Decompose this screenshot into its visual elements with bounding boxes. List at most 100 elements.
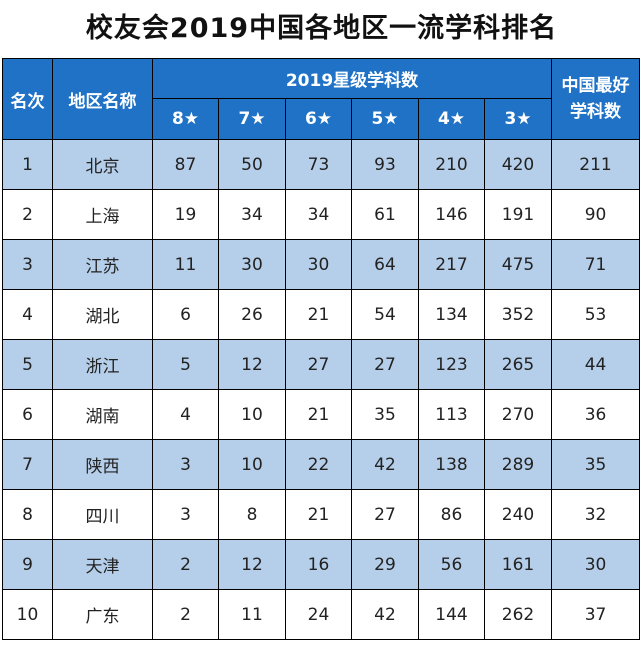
table-row: 7 陕西 3 10 22 42 138 289 35	[2, 439, 641, 490]
table-row: 10 广东 2 11 24 42 144 262 37	[2, 589, 641, 640]
cell-star-8: 2	[152, 589, 219, 640]
table-row: 5 浙江 5 12 27 27 123 265 44	[2, 339, 641, 390]
cell-star-8: 4	[152, 389, 219, 440]
cell-star-3: 262	[483, 589, 553, 640]
header-row-stars: 8★ 7★ 6★ 5★ 4★ 3★	[3, 98, 640, 140]
cell-region: 北京	[52, 139, 153, 190]
cell-rank: 2	[2, 189, 53, 240]
cell-star-5: 42	[351, 439, 419, 490]
cell-star-7: 30	[218, 239, 286, 290]
header-star-8: 8★	[152, 98, 219, 140]
cell-star-8: 19	[152, 189, 219, 240]
cell-best: 37	[551, 589, 641, 640]
header-best-disciplines: 中国最好 学科数	[551, 58, 641, 140]
cell-best: 211	[551, 139, 641, 190]
cell-star-8: 87	[152, 139, 219, 190]
cell-star-5: 35	[351, 389, 419, 440]
cell-rank: 10	[2, 589, 53, 640]
cell-best: 30	[551, 539, 641, 590]
cell-star-4: 210	[418, 139, 485, 190]
cell-rank: 4	[2, 289, 53, 340]
cell-star-5: 27	[351, 489, 419, 540]
cell-star-5: 93	[351, 139, 419, 190]
cell-region: 上海	[52, 189, 153, 240]
cell-rank: 9	[2, 539, 53, 590]
cell-star-7: 12	[218, 339, 286, 390]
cell-star-6: 27	[285, 339, 352, 390]
header-best-line2: 学科数	[570, 102, 622, 122]
cell-star-7: 8	[218, 489, 286, 540]
cell-star-3: 352	[483, 289, 553, 340]
table-row: 2 上海 19 34 34 61 146 191 90	[2, 189, 641, 240]
cell-rank: 5	[2, 339, 53, 390]
cell-star-6: 24	[285, 589, 352, 640]
cell-star-3: 240	[483, 489, 553, 540]
header-star-group: 2019星级学科数	[151, 58, 553, 99]
header-star-6: 6★	[285, 98, 352, 140]
cell-star-7: 10	[218, 439, 286, 490]
cell-star-8: 11	[152, 239, 219, 290]
cell-rank: 3	[2, 239, 53, 290]
cell-star-5: 29	[351, 539, 419, 590]
cell-star-7: 11	[218, 589, 286, 640]
cell-star-7: 12	[218, 539, 286, 590]
cell-star-3: 265	[483, 339, 553, 390]
cell-star-7: 26	[218, 289, 286, 340]
cell-star-5: 42	[351, 589, 419, 640]
cell-star-4: 56	[418, 539, 485, 590]
page-title: 校友会2019中国各地区一流学科排名	[85, 13, 558, 44]
cell-region: 江苏	[52, 239, 153, 290]
cell-star-6: 21	[285, 489, 352, 540]
header-region: 地区名称	[52, 58, 153, 140]
cell-star-6: 30	[285, 239, 352, 290]
cell-star-4: 144	[418, 589, 485, 640]
cell-star-4: 146	[418, 189, 485, 240]
header-best-line1: 中国最好	[561, 76, 630, 96]
cell-star-6: 21	[285, 389, 352, 440]
cell-star-7: 50	[218, 139, 286, 190]
cell-star-8: 5	[152, 339, 219, 390]
cell-star-6: 21	[285, 289, 352, 340]
cell-star-5: 64	[351, 239, 419, 290]
table-row: 8 四川 3 8 21 27 86 240 32	[2, 489, 641, 540]
cell-star-8: 6	[152, 289, 219, 340]
cell-star-3: 270	[483, 389, 553, 440]
cell-star-3: 191	[483, 189, 553, 240]
cell-best: 90	[551, 189, 641, 240]
table-row: 3 江苏 11 30 30 64 217 475 71	[2, 239, 641, 290]
table-row: 9 天津 2 12 16 29 56 161 30	[2, 539, 641, 590]
cell-region: 湖南	[52, 389, 153, 440]
cell-star-7: 34	[218, 189, 286, 240]
cell-rank: 8	[2, 489, 53, 540]
header-star-7: 7★	[218, 98, 286, 140]
cell-star-5: 27	[351, 339, 419, 390]
cell-region: 湖北	[52, 289, 153, 340]
cell-star-4: 138	[418, 439, 485, 490]
ranking-table: 名次 地区名称 2019星级学科数 中国最好学科数 8★ 7★ 6★ 5★ 4★…	[2, 58, 641, 640]
cell-rank: 6	[2, 389, 53, 440]
table-row: 6 湖南 4 10 21 35 113 270 36	[2, 389, 641, 440]
cell-star-6: 73	[285, 139, 352, 190]
cell-star-4: 86	[418, 489, 485, 540]
cell-region: 天津	[52, 539, 153, 590]
cell-star-6: 16	[285, 539, 352, 590]
cell-star-3: 420	[483, 139, 553, 190]
table-row: 4 湖北 6 26 21 54 134 352 53	[2, 289, 641, 340]
header-row-top: 名次 地区名称 2019星级学科数 中国最好学科数	[2, 58, 641, 140]
cell-star-8: 3	[152, 489, 219, 540]
header-rank: 名次	[2, 58, 53, 140]
header-star-5: 5★	[351, 98, 419, 140]
cell-region: 广东	[52, 589, 153, 640]
cell-rank: 1	[2, 139, 53, 190]
cell-best: 36	[551, 389, 641, 440]
cell-star-8: 2	[152, 539, 219, 590]
cell-rank: 7	[2, 439, 53, 490]
cell-best: 35	[551, 439, 641, 490]
cell-best: 32	[551, 489, 641, 540]
cell-star-5: 54	[351, 289, 419, 340]
cell-star-3: 161	[483, 539, 553, 590]
cell-best: 53	[551, 289, 641, 340]
cell-region: 四川	[52, 489, 153, 540]
cell-star-4: 113	[418, 389, 485, 440]
cell-best: 71	[551, 239, 641, 290]
